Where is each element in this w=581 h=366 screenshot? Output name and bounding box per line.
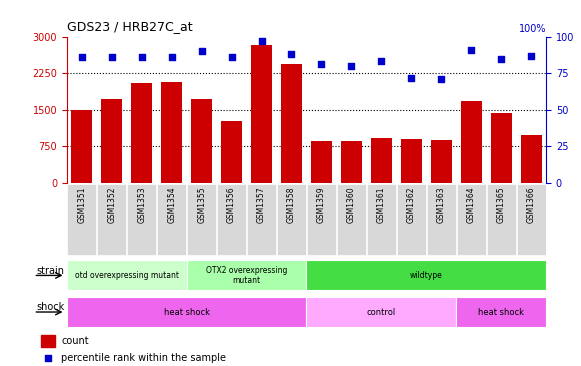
FancyBboxPatch shape (457, 184, 486, 255)
Text: OTX2 overexpressing
mutant: OTX2 overexpressing mutant (206, 266, 287, 285)
Bar (341, 141, 362, 183)
FancyBboxPatch shape (67, 297, 307, 327)
FancyBboxPatch shape (517, 184, 546, 255)
Text: GSM1365: GSM1365 (497, 187, 505, 223)
Text: GSM1352: GSM1352 (107, 187, 116, 223)
Point (437, 76, 446, 82)
FancyBboxPatch shape (67, 184, 96, 255)
Text: GSM1364: GSM1364 (467, 187, 476, 223)
FancyBboxPatch shape (67, 261, 187, 290)
Bar (431, 140, 452, 183)
Bar (221, 121, 242, 183)
Text: GDS23 / HRB27C_at: GDS23 / HRB27C_at (67, 20, 192, 33)
Text: GSM1361: GSM1361 (377, 187, 386, 223)
Text: GSM1357: GSM1357 (257, 187, 266, 223)
Bar (71, 110, 92, 183)
Text: GSM1359: GSM1359 (317, 187, 326, 223)
FancyBboxPatch shape (157, 184, 186, 255)
Bar (281, 64, 302, 183)
Point (317, 61, 326, 67)
Point (347, 63, 356, 69)
Text: GSM1355: GSM1355 (197, 187, 206, 223)
Bar (401, 139, 422, 183)
Text: heat shock: heat shock (478, 307, 524, 317)
Point (526, 53, 536, 59)
Text: GSM1362: GSM1362 (407, 187, 416, 223)
Bar (251, 45, 272, 183)
FancyBboxPatch shape (247, 184, 276, 255)
Bar (311, 141, 332, 183)
Point (467, 47, 476, 53)
FancyBboxPatch shape (397, 184, 426, 255)
FancyBboxPatch shape (337, 184, 366, 255)
Text: heat shock: heat shock (164, 307, 210, 317)
Bar (371, 138, 392, 183)
Point (197, 48, 206, 54)
Text: shock: shock (37, 302, 65, 312)
Text: percentile rank within the sample: percentile rank within the sample (61, 353, 226, 363)
Bar (161, 82, 182, 183)
Point (497, 56, 506, 61)
Text: GSM1356: GSM1356 (227, 187, 236, 223)
FancyBboxPatch shape (217, 184, 246, 255)
Text: strain: strain (37, 266, 64, 276)
FancyBboxPatch shape (187, 261, 307, 290)
Text: GSM1363: GSM1363 (437, 187, 446, 223)
Point (77, 54, 87, 60)
FancyBboxPatch shape (456, 297, 546, 327)
Point (376, 59, 386, 64)
Bar (131, 83, 152, 183)
Text: GSM1351: GSM1351 (77, 187, 87, 223)
Point (227, 54, 236, 60)
Point (287, 51, 296, 57)
Text: wildtype: wildtype (410, 271, 443, 280)
Text: count: count (61, 336, 89, 346)
FancyBboxPatch shape (307, 184, 336, 255)
Text: otd overexpressing mutant: otd overexpressing mutant (75, 271, 179, 280)
Point (137, 54, 146, 60)
FancyBboxPatch shape (427, 184, 456, 255)
Bar (521, 135, 541, 183)
FancyBboxPatch shape (367, 184, 396, 255)
Point (167, 54, 176, 60)
Point (107, 54, 116, 60)
FancyBboxPatch shape (187, 184, 216, 255)
Text: 100%: 100% (519, 24, 546, 34)
FancyBboxPatch shape (307, 297, 456, 327)
Text: GSM1360: GSM1360 (347, 187, 356, 223)
FancyBboxPatch shape (487, 184, 515, 255)
Text: control: control (367, 307, 396, 317)
FancyBboxPatch shape (307, 261, 546, 290)
Point (257, 38, 266, 44)
Bar (41, 335, 55, 347)
Text: GSM1366: GSM1366 (526, 187, 536, 223)
Text: GSM1353: GSM1353 (137, 187, 146, 223)
Text: GSM1358: GSM1358 (287, 187, 296, 223)
Bar (101, 99, 122, 183)
Bar (461, 101, 482, 183)
FancyBboxPatch shape (277, 184, 306, 255)
Bar (191, 99, 212, 183)
FancyBboxPatch shape (127, 184, 156, 255)
Bar (491, 113, 512, 183)
Point (407, 75, 416, 81)
Text: GSM1354: GSM1354 (167, 187, 176, 223)
FancyBboxPatch shape (98, 184, 126, 255)
